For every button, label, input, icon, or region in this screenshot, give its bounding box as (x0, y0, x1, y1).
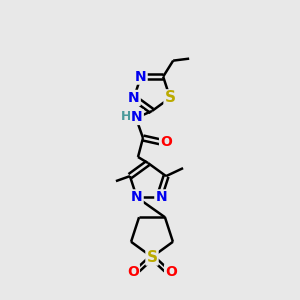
Text: O: O (127, 265, 139, 279)
Text: S: S (146, 250, 158, 265)
Text: N: N (131, 190, 142, 204)
Text: N: N (155, 190, 167, 204)
Text: O: O (160, 135, 172, 149)
Text: N: N (128, 91, 140, 105)
Text: N: N (135, 70, 147, 84)
Text: S: S (165, 90, 176, 105)
Text: H: H (121, 110, 131, 122)
Text: O: O (165, 265, 177, 279)
Text: N: N (131, 110, 143, 124)
